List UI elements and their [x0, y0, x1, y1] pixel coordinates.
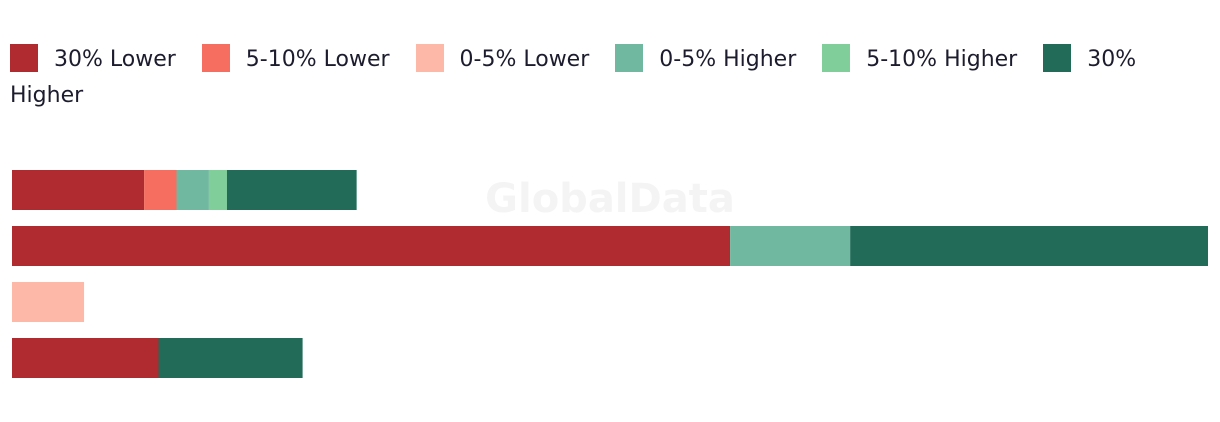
legend-item: 5-10% Higher — [822, 44, 1018, 72]
bar-segment — [850, 226, 1208, 266]
bar-segment — [12, 282, 85, 322]
legend-label: 0-5% Higher — [659, 47, 797, 72]
bar-segment — [176, 170, 209, 210]
legend-item: 30% Lower — [10, 44, 176, 72]
bar-segment — [158, 338, 303, 378]
bar-segment — [208, 170, 227, 210]
legend-label: 5-10% Higher — [866, 47, 1018, 72]
legend-label: 30% Lower — [54, 47, 176, 72]
legend-item: 5-10% Lower — [201, 44, 390, 72]
legend: 30% Lower 5-10% Lower 0-5% Lower 0-5% Highe… — [10, 42, 1210, 114]
bar-segment — [12, 338, 159, 378]
watermark: GlobalData — [485, 176, 735, 222]
bar-segment — [144, 170, 177, 210]
legend-swatch — [201, 44, 230, 72]
legend-swatch — [615, 44, 644, 72]
legend-label: 0-5% Lower — [459, 47, 590, 72]
bar-segment — [12, 226, 731, 266]
bar-segment — [226, 170, 357, 210]
legend-swatch — [10, 44, 38, 72]
bar-segment — [12, 170, 145, 210]
legend-swatch — [1043, 44, 1072, 72]
legend-item: 30% Higher — [10, 44, 1137, 108]
legend-item: 0-5% Lower — [415, 44, 590, 72]
legend-item: 0-5% Higher — [615, 44, 797, 72]
legend-label: 5-10% Lower — [245, 47, 390, 72]
legend-swatch — [822, 44, 851, 72]
legend-label: 30% Higher — [10, 47, 1137, 108]
legend-swatch — [415, 44, 444, 72]
bar-segment — [730, 226, 851, 266]
